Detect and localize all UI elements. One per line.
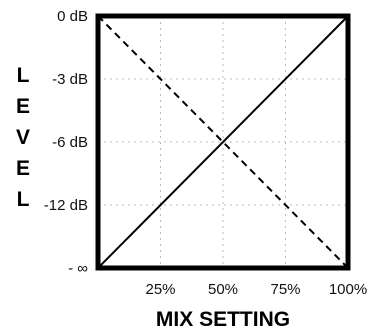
y-axis-title-letter: E <box>16 95 30 118</box>
y-tick-label: -6 dB <box>52 134 88 151</box>
y-tick-label: 0 dB <box>57 8 88 25</box>
y-tick-labels: 0 dB -3 dB -6 dB -12 dB - ∞ <box>44 8 89 277</box>
y-axis-title-letter: L <box>17 188 30 211</box>
plot-frame <box>95 13 351 271</box>
y-tick-label: -12 dB <box>44 197 88 214</box>
series-lines <box>97 15 349 269</box>
x-tick-label: 50% <box>208 281 238 298</box>
y-tick-label: - ∞ <box>68 260 88 277</box>
y-axis-title-letter: L <box>17 64 30 87</box>
y-axis-title-letter: E <box>16 157 30 180</box>
y-tick-label: -3 dB <box>52 71 88 88</box>
series-line-solid <box>97 15 349 269</box>
x-tick-label: 100% <box>329 281 367 298</box>
x-tick-label: 75% <box>270 281 300 298</box>
x-axis-title: MIX SETTING <box>156 308 290 330</box>
y-axis-title-letter: V <box>16 126 30 149</box>
x-tick-labels: 25% 50% 75% 100% <box>145 281 367 298</box>
x-tick-label: 25% <box>145 281 175 298</box>
